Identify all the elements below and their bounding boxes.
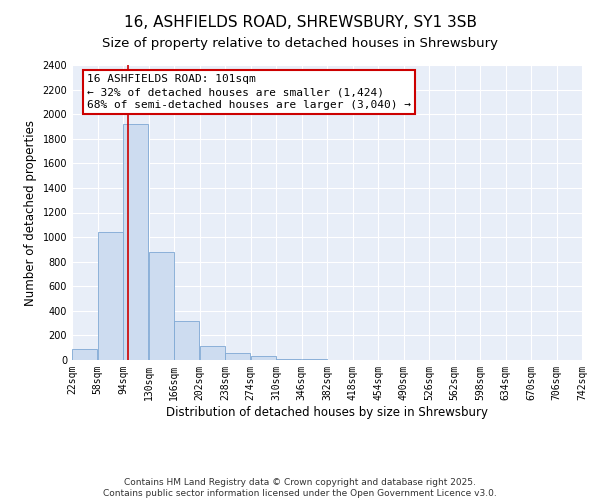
Bar [149,252,174,360]
Bar [225,353,250,360]
Text: 16 ASHFIELDS ROAD: 101sqm
← 32% of detached houses are smaller (1,424)
68% of se: 16 ASHFIELDS ROAD: 101sqm ← 32% of detac… [88,74,412,110]
Bar [200,346,225,360]
Bar [174,320,199,360]
Bar [251,356,276,360]
X-axis label: Distribution of detached houses by size in Shrewsbury: Distribution of detached houses by size … [166,406,488,418]
Text: 16, ASHFIELDS ROAD, SHREWSBURY, SY1 3SB: 16, ASHFIELDS ROAD, SHREWSBURY, SY1 3SB [124,15,476,30]
Bar [276,359,301,360]
Bar [123,124,148,360]
Bar [72,349,97,360]
Text: Contains HM Land Registry data © Crown copyright and database right 2025.
Contai: Contains HM Land Registry data © Crown c… [103,478,497,498]
Y-axis label: Number of detached properties: Number of detached properties [24,120,37,306]
Text: Size of property relative to detached houses in Shrewsbury: Size of property relative to detached ho… [102,38,498,51]
Bar [98,232,123,360]
